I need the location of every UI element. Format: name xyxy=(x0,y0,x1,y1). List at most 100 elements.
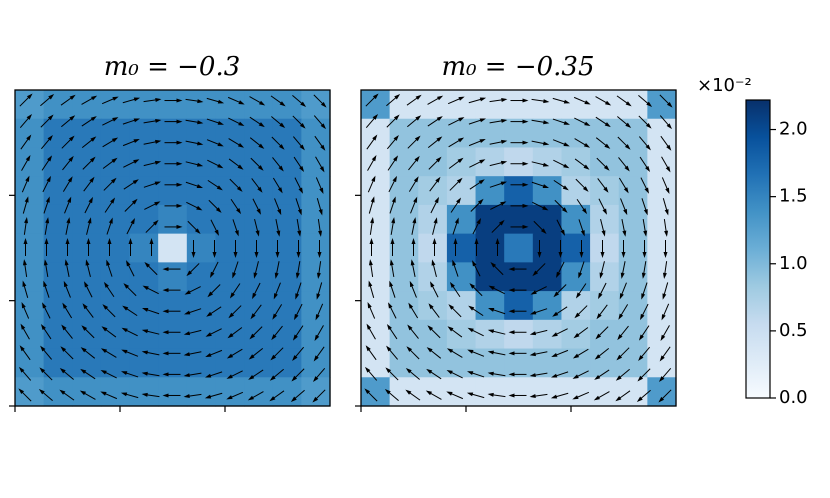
vector-arrow-head xyxy=(110,197,116,204)
heatmap-cell xyxy=(100,147,131,177)
vector-arrow-head xyxy=(319,187,324,194)
vector-arrow-head xyxy=(435,156,442,163)
vector-arrow-head xyxy=(275,252,280,258)
vector-arrow-head xyxy=(622,230,627,237)
heatmap-cell xyxy=(158,233,188,263)
vector-arrow-head xyxy=(217,120,224,125)
heatmap-cell xyxy=(418,118,448,149)
vector-arrow-head xyxy=(453,238,458,244)
vector-arrow-head xyxy=(456,177,463,184)
heatmap-cell xyxy=(158,118,188,149)
heatmap-cell xyxy=(272,118,302,149)
vector-arrow-head xyxy=(65,238,70,244)
heatmap-cell xyxy=(301,147,331,177)
vector-arrow-head xyxy=(636,396,643,402)
vector-arrow-head xyxy=(232,272,237,279)
vector-arrow-head xyxy=(623,187,629,194)
vector-arrow-head xyxy=(641,272,646,279)
vector-arrow-head xyxy=(662,293,667,300)
vector-arrow-head xyxy=(542,184,549,188)
vector-arrow-head xyxy=(62,302,68,309)
vector-arrow-head xyxy=(542,162,550,167)
vector-arrow-head xyxy=(413,196,418,203)
vector-arrow-head xyxy=(583,143,591,148)
vector-arrow-head xyxy=(312,376,319,382)
vector-arrow-head xyxy=(278,165,284,172)
vector-arrow-head xyxy=(364,366,371,373)
vector-arrow-head xyxy=(205,332,212,337)
vector-arrow-head xyxy=(602,208,607,215)
vector-arrow-head xyxy=(142,285,149,291)
heatmap-cell xyxy=(129,377,159,407)
vector-arrow-head xyxy=(196,184,203,188)
heatmap-cell xyxy=(418,291,448,321)
vector-arrow-head xyxy=(594,374,601,380)
vector-arrow-head xyxy=(366,323,372,330)
heatmap-cell xyxy=(215,233,245,263)
vector-arrow-head xyxy=(100,391,107,396)
vector-arrow-head xyxy=(176,203,183,208)
vector-arrow-head xyxy=(314,334,320,341)
vector-arrow-head xyxy=(107,238,112,244)
vector-arrow-head xyxy=(276,230,281,237)
vector-arrow-head xyxy=(415,94,422,100)
vector-arrow-head xyxy=(479,138,486,144)
vector-arrow-head xyxy=(299,123,306,129)
heatmap-cell xyxy=(15,233,45,263)
vector-arrow-head xyxy=(130,217,135,225)
vector-arrow-head xyxy=(154,201,161,206)
vector-arrow-head xyxy=(318,230,323,237)
heatmap-cell xyxy=(446,204,477,235)
vector-arrow-head xyxy=(45,196,50,203)
colorbar xyxy=(745,99,771,399)
vector-arrow-head xyxy=(457,157,464,163)
vector-arrow-head xyxy=(274,272,279,279)
vector-arrow-head xyxy=(522,161,529,166)
heatmap-cell xyxy=(215,204,245,235)
vector-arrow-head xyxy=(558,252,563,258)
heatmap-cell xyxy=(446,319,477,350)
heatmap-cell xyxy=(272,348,302,378)
vector-arrow-head xyxy=(277,208,282,216)
vector-arrow-head xyxy=(446,369,453,375)
vector-arrow-head xyxy=(604,100,612,106)
heatmap-cell xyxy=(100,204,131,235)
vector-arrow-head xyxy=(300,101,307,108)
vector-arrow-head xyxy=(87,217,92,224)
vector-arrow-head xyxy=(217,163,224,169)
panel-title: m₀ = −0.35 xyxy=(441,52,594,82)
vector-arrow-head xyxy=(207,291,214,298)
vector-arrow-head xyxy=(18,366,25,373)
vector-arrow-head xyxy=(666,123,673,130)
heatmap-cell xyxy=(475,90,505,120)
heatmap-cell xyxy=(532,233,563,263)
vector-arrow-head xyxy=(583,164,590,170)
vector-arrow-head xyxy=(617,334,623,341)
vector-arrow-head xyxy=(543,120,550,125)
vector-arrow-head xyxy=(80,368,87,374)
heatmap-cell xyxy=(361,90,391,120)
vector-arrow-head xyxy=(664,209,669,216)
vector-arrow-head xyxy=(456,197,462,204)
heatmap-cell xyxy=(43,118,73,149)
vector-arrow-head xyxy=(529,394,536,399)
vector-arrow-head xyxy=(498,219,505,226)
vector-arrow-head xyxy=(372,134,378,141)
vector-arrow-head xyxy=(295,293,300,300)
vector-arrow-head xyxy=(90,116,97,122)
heatmap-cell xyxy=(72,90,102,120)
vector-arrow-head xyxy=(121,371,128,376)
vector-arrow-head xyxy=(405,389,412,395)
vector-arrow-head xyxy=(457,137,465,143)
vector-arrow-head xyxy=(615,396,622,402)
heatmap-cell xyxy=(590,377,620,407)
vector-arrow-head xyxy=(112,96,119,101)
vector-arrow-head xyxy=(59,368,66,374)
vector-arrow-head xyxy=(479,159,486,164)
vector-arrow-head xyxy=(292,334,298,341)
vector-arrow-head xyxy=(131,198,138,205)
vector-arrow-head xyxy=(23,238,28,244)
vector-arrow-head xyxy=(394,94,401,100)
heatmap-cell xyxy=(186,176,217,206)
vector-arrow-head xyxy=(500,181,507,186)
